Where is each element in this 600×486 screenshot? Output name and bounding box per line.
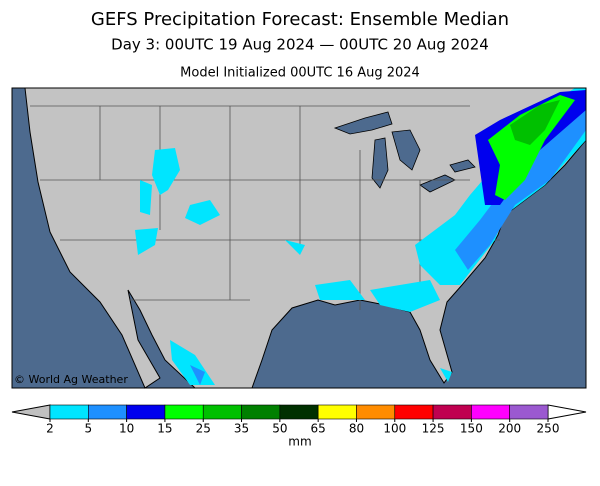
legend-below — [11, 404, 51, 420]
legend-tick-label: 35 — [234, 422, 249, 436]
color-bin — [49, 404, 89, 420]
legend-tick-label: 150 — [460, 422, 483, 436]
legend-tick-label: 200 — [498, 422, 521, 436]
color-bin — [279, 404, 319, 420]
init-time: Model Initialized 00UTC 16 Aug 2024 — [180, 66, 420, 81]
legend-tick-label: 125 — [422, 422, 445, 436]
legend-tick-label: 10 — [119, 422, 134, 436]
legend-tick-label: 5 — [84, 422, 92, 436]
color-bin — [317, 404, 357, 420]
color-bin — [432, 404, 472, 420]
title: GEFS Precipitation Forecast: Ensemble Me… — [91, 9, 509, 30]
color-bin — [509, 404, 549, 420]
subtitle: Day 3: 00UTC 19 Aug 2024 — 00UTC 20 Aug … — [111, 36, 489, 54]
legend-tick-label: 250 — [537, 422, 560, 436]
color-bin — [394, 404, 434, 420]
map-frame — [11, 87, 587, 389]
color-bin — [471, 404, 510, 420]
legend-above — [547, 404, 587, 420]
color-bin — [241, 404, 281, 420]
legend-tick-label: 50 — [272, 422, 287, 436]
precip-darkgreen — [510, 100, 560, 145]
legend-unit: mm — [288, 435, 311, 449]
color-bin — [126, 404, 166, 420]
color-bin — [202, 404, 242, 420]
legend-tick-label: 25 — [196, 422, 211, 436]
credit: © World Ag Weather — [14, 373, 128, 386]
color-bin — [88, 404, 127, 420]
legend-tick-label: 2 — [46, 422, 54, 436]
legend-tick-label: 65 — [311, 422, 326, 436]
legend-tick-label: 100 — [383, 422, 406, 436]
legend-tick-label: 15 — [157, 422, 172, 436]
map: © World Ag Weather — [11, 87, 587, 389]
legend-tick-label: 80 — [349, 422, 364, 436]
color-bin — [164, 404, 204, 420]
legend: 2 5 10 15 25 35 50 65 80 100 125 150 200 250 — [11, 404, 587, 436]
precip-green — [488, 95, 575, 200]
color-bin — [356, 404, 396, 420]
